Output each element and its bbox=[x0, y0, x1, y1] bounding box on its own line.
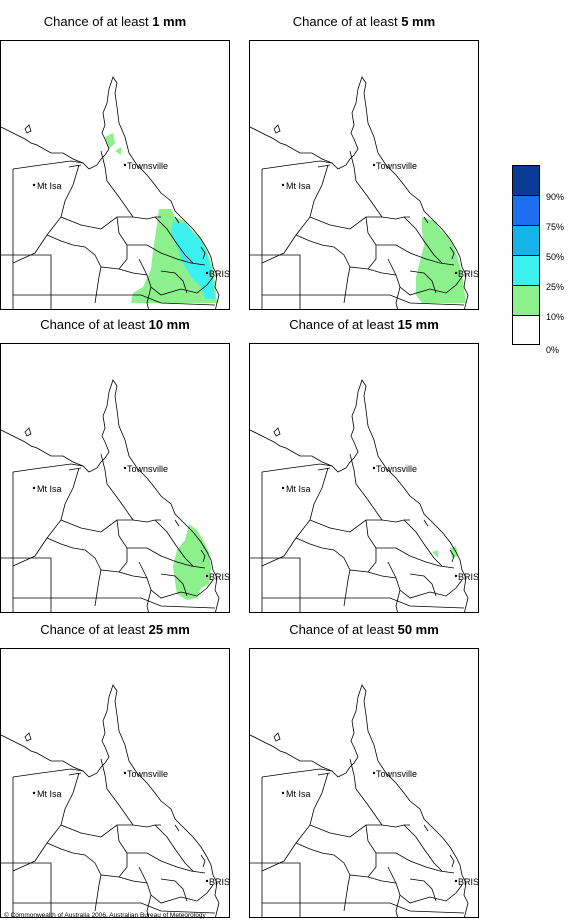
bris-label: BRIS bbox=[209, 572, 230, 582]
copyright-notice: © Commonwealth of Australia 2006, Austra… bbox=[4, 912, 206, 919]
place-markers bbox=[32, 163, 209, 275]
legend-swatch-10 bbox=[512, 285, 540, 315]
map-panel-5mm: Chance of at least 5 mm bbox=[249, 14, 479, 310]
legend-swatch-90 bbox=[512, 165, 540, 195]
map-panel-15mm: Chance of at least 15 mm bbox=[249, 317, 479, 613]
townsville-label: Townsville bbox=[127, 769, 168, 779]
townsville-label: Townsville bbox=[376, 464, 417, 474]
map-frame: Townsville Mt Isa BRIS bbox=[0, 648, 230, 918]
place-markers bbox=[281, 466, 458, 578]
place-markers bbox=[281, 163, 458, 275]
map-frame: Townsville Mt Isa BRIS bbox=[249, 648, 479, 918]
panel-title: Chance of at least 15 mm bbox=[289, 317, 439, 332]
legend-label-75: 75% bbox=[546, 222, 565, 232]
legend-swatch-75 bbox=[512, 195, 540, 225]
bris-label: BRIS bbox=[458, 269, 479, 279]
panel-title: Chance of at least 10 mm bbox=[40, 317, 190, 332]
legend-label-10: 10% bbox=[546, 312, 565, 322]
map-frame: Townsville Mt Isa BRIS bbox=[0, 40, 230, 310]
mt-isa-label: Mt Isa bbox=[37, 181, 62, 191]
legend-swatch-25 bbox=[512, 255, 540, 285]
bris-label: BRIS bbox=[458, 877, 479, 887]
map-panel-50mm: Chance of at least 50 mm bbox=[249, 622, 479, 918]
mt-isa-label: Mt Isa bbox=[286, 484, 311, 494]
townsville-label: Townsville bbox=[127, 464, 168, 474]
place-markers bbox=[32, 466, 209, 578]
map-panel-1mm: Chance of at least 1 mm bbox=[0, 14, 230, 310]
map-panel-10mm: Chance of at least 10 mm bbox=[0, 317, 230, 613]
mt-isa-label: Mt Isa bbox=[286, 181, 311, 191]
mt-isa-label: Mt Isa bbox=[37, 484, 62, 494]
queensland-map: Townsville Mt Isa BRIS bbox=[1, 76, 230, 309]
queensland-map: Townsville Mt Isa BRIS bbox=[1, 379, 230, 612]
legend-swatch-0 bbox=[512, 315, 540, 345]
legend-label-25: 25% bbox=[546, 282, 565, 292]
map-frame: Townsville Mt Isa BRIS bbox=[0, 343, 230, 613]
panel-title: Chance of at least 50 mm bbox=[289, 622, 439, 637]
map-frame: Townsville Mt Isa BRIS bbox=[249, 40, 479, 310]
townsville-label: Townsville bbox=[376, 161, 417, 171]
panel-title: Chance of at least 1 mm bbox=[43, 14, 187, 29]
probability-legend: 90% 75% 50% 25% 10% 0% bbox=[512, 165, 570, 355]
townsville-label: Townsville bbox=[127, 161, 168, 171]
legend-swatch-50 bbox=[512, 225, 540, 255]
rain-probability-areas bbox=[432, 546, 458, 558]
rain-probability-areas bbox=[105, 133, 217, 303]
legend-label-0: 0% bbox=[546, 345, 560, 355]
legend-label-50: 50% bbox=[546, 252, 565, 262]
bris-label: BRIS bbox=[209, 269, 230, 279]
place-markers bbox=[32, 771, 209, 883]
map-panel-25mm: Chance of at least 25 mm bbox=[0, 622, 230, 918]
townsville-label: Townsville bbox=[376, 769, 417, 779]
queensland-map: Townsville Mt Isa BRIS bbox=[250, 684, 479, 917]
queensland-map: Townsville Mt Isa BRIS bbox=[250, 76, 479, 309]
bris-label: BRIS bbox=[458, 572, 479, 582]
map-frame: Townsville Mt Isa BRIS bbox=[249, 343, 479, 613]
panel-title: Chance of at least 25 mm bbox=[40, 622, 190, 637]
rain-probability-areas bbox=[416, 217, 466, 303]
queensland-map: Townsville Mt Isa BRIS bbox=[250, 379, 479, 612]
rain-probability-areas bbox=[173, 524, 211, 600]
legend-label-90: 90% bbox=[546, 192, 565, 202]
place-markers bbox=[281, 771, 458, 883]
queensland-map: Townsville Mt Isa BRIS bbox=[1, 684, 230, 917]
bris-label: BRIS bbox=[209, 877, 230, 887]
mt-isa-label: Mt Isa bbox=[37, 789, 62, 799]
panel-title: Chance of at least 5 mm bbox=[292, 14, 436, 29]
mt-isa-label: Mt Isa bbox=[286, 789, 311, 799]
